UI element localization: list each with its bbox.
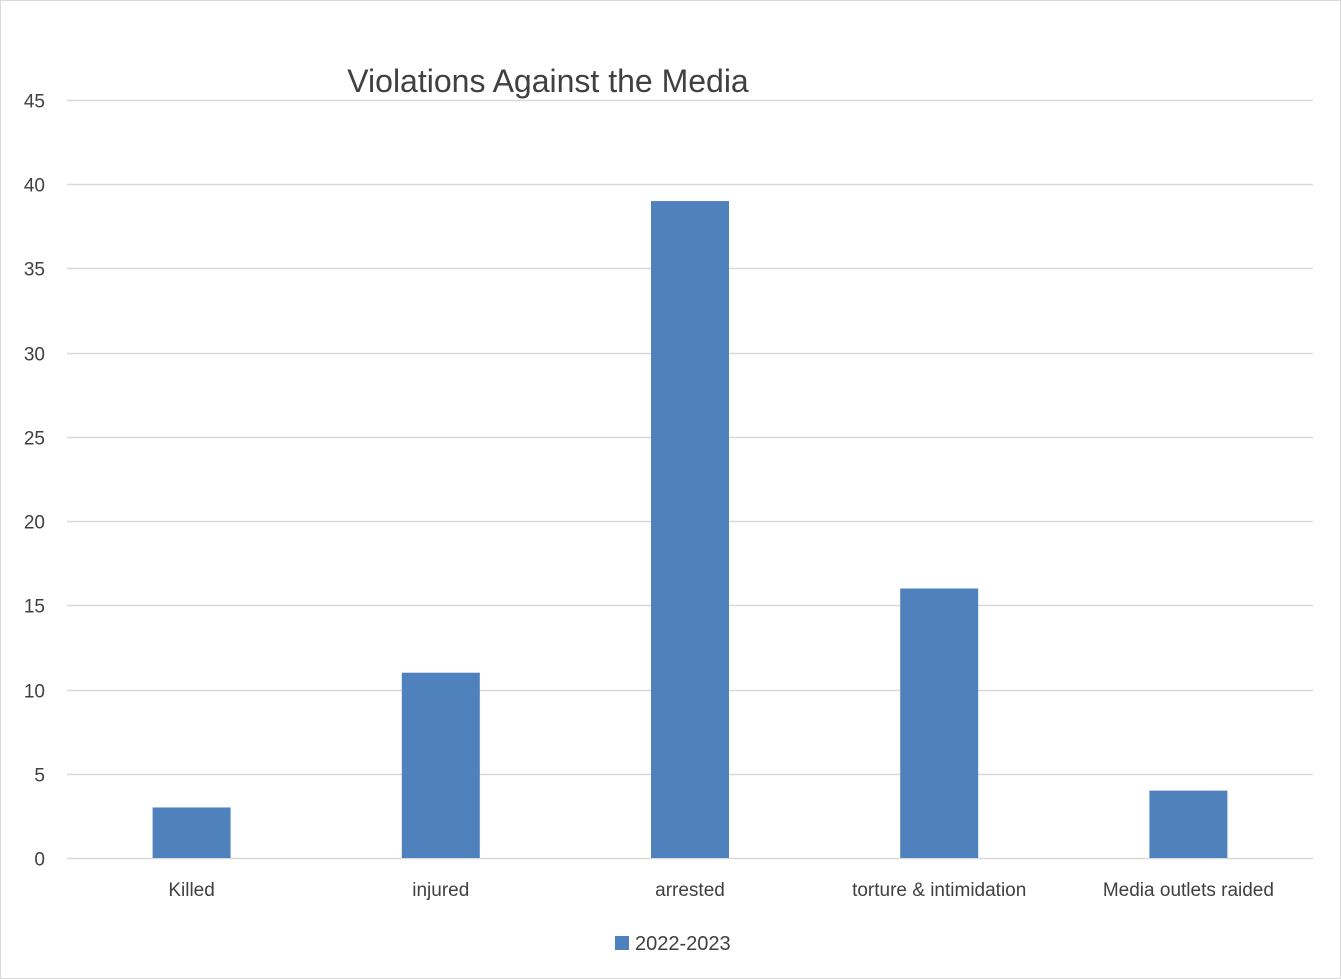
- x-tick-label: torture & intimidation: [852, 880, 1026, 901]
- y-tick-label: 35: [24, 260, 45, 281]
- y-axis-ticks: 0 5 10 15 20 25 30 35 40 45: [24, 92, 45, 871]
- bar-series: [152, 201, 1228, 859]
- y-tick-label: 20: [24, 513, 45, 534]
- x-tick-label: Media outlets raided: [1103, 880, 1274, 901]
- bar: [651, 201, 729, 859]
- x-tick-label: injured: [412, 880, 469, 901]
- legend: 2022-2023: [615, 933, 731, 955]
- bar: [152, 807, 231, 858]
- y-tick-label: 0: [34, 850, 45, 871]
- bar: [401, 672, 480, 858]
- legend-label: 2022-2023: [635, 933, 731, 955]
- legend-swatch: [615, 936, 629, 950]
- x-tick-label: Killed: [168, 880, 214, 901]
- x-tick-label: arrested: [655, 880, 725, 901]
- bar: [1149, 790, 1228, 858]
- y-tick-label: 5: [34, 766, 45, 787]
- y-tick-label: 25: [24, 429, 45, 450]
- y-tick-label: 30: [24, 345, 45, 366]
- y-tick-label: 10: [24, 682, 45, 703]
- y-tick-label: 15: [24, 597, 45, 618]
- chart-title: Violations Against the Media: [347, 63, 749, 99]
- y-tick-label: 45: [24, 92, 45, 113]
- x-axis-ticks: Killed injured arrested torture & intimidat…: [168, 880, 1274, 901]
- bar: [900, 588, 979, 858]
- y-tick-label: 40: [24, 176, 45, 197]
